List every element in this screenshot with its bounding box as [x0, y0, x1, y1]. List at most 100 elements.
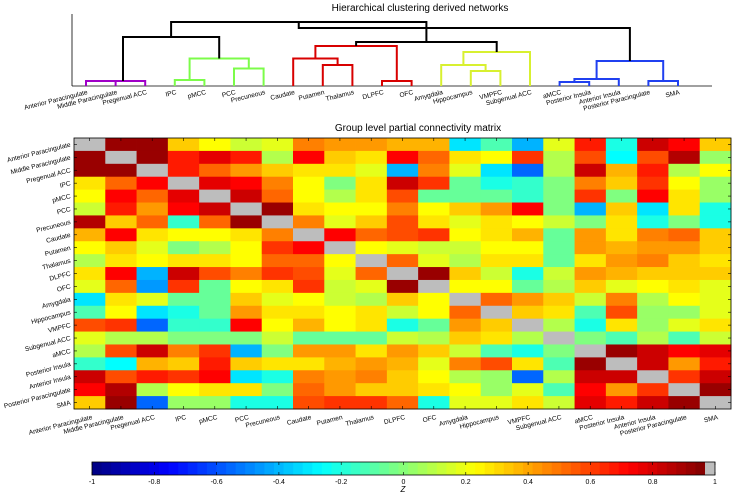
colorbar-segment	[111, 462, 122, 475]
matrix-cell-r18-c3	[136, 357, 169, 371]
matrix-cell-r12-c9	[324, 279, 356, 294]
colorbar-segment	[369, 462, 380, 475]
matrix-cell-r8-c15	[512, 228, 544, 242]
colorbar-label: Z	[400, 485, 407, 494]
matrix-cell-r17-c11	[386, 344, 419, 358]
matrix-cell-r18-c6	[230, 357, 263, 371]
colorbar-segment	[178, 462, 189, 475]
colorbar-tick-label: -0.6	[211, 479, 223, 486]
matrix-cell-r18-c5	[199, 357, 231, 371]
matrix-cell-r9-c19	[637, 241, 669, 255]
matrix-cell-r11-c11	[386, 267, 419, 281]
colorbar-segment	[657, 462, 668, 475]
matrix-cell-r9-c7	[261, 241, 294, 255]
matrix-cell-r6-c19	[637, 202, 669, 216]
matrix-cell-r12-c21	[699, 279, 732, 294]
matrix-cell-r11-c3	[136, 267, 169, 281]
matrix-cell-r11-c7	[261, 267, 294, 281]
matrix-cell-r6-c12	[418, 202, 450, 216]
matrix-cell-r2-c21	[699, 150, 732, 165]
colorbar-segment	[216, 462, 227, 475]
matrix-col-label-putamen: Putamen	[316, 414, 344, 427]
connectivity-matrix-panel: Group level partial connectivity matrix …	[3, 123, 732, 438]
matrix-cell-r21-c9	[324, 396, 356, 410]
matrix-cell-r1-c14	[480, 138, 513, 152]
matrix-cell-r17-c13	[449, 344, 482, 358]
matrix-cell-r7-c2	[105, 215, 137, 229]
colorbar-segment	[159, 462, 170, 475]
matrix-cell-r6-c10	[355, 202, 388, 216]
matrix-cell-r5-c19	[637, 189, 669, 203]
colorbar-segment	[628, 462, 639, 475]
dendrogram-link-10	[469, 70, 502, 86]
matrix-cell-r15-c5	[199, 318, 231, 332]
matrix-cell-r3-c4	[167, 163, 200, 178]
matrix-cell-r9-c3	[136, 241, 169, 255]
colorbar-segment	[513, 462, 524, 475]
matrix-cell-r19-c2	[105, 370, 137, 384]
matrix-cell-r2-c8	[293, 150, 325, 165]
matrix-cell-r9-c4	[167, 241, 200, 255]
matrix-cell-r18-c10	[355, 357, 388, 371]
matrix-cell-r13-c12	[418, 292, 450, 307]
matrix-cell-r10-c19	[637, 254, 669, 268]
matrix-cell-r11-c15	[512, 267, 544, 281]
matrix-cell-r2-c20	[668, 150, 701, 165]
matrix-cell-r16-c7	[261, 331, 294, 345]
matrix-cell-r13-c7	[261, 292, 294, 307]
matrix-cell-r21-c6	[230, 396, 263, 410]
matrix-cell-r19-c7	[261, 370, 294, 384]
matrix-cell-r19-c4	[167, 370, 200, 384]
matrix-cell-r1-c1	[74, 138, 106, 152]
dendrogram-link-13	[558, 81, 591, 86]
matrix-cell-r4-c4	[167, 176, 200, 191]
colorbar-segment	[609, 462, 620, 475]
matrix-cell-r14-c11	[386, 305, 419, 320]
colorbar-segment	[475, 462, 486, 475]
matrix-cell-r12-c16	[543, 279, 575, 294]
colorbar-segment	[647, 462, 658, 475]
matrix-cell-r3-c17	[574, 163, 607, 178]
matrix-cell-r7-c19	[637, 215, 669, 229]
matrix-cell-r9-c20	[668, 241, 701, 255]
matrix-cell-r4-c15	[512, 176, 544, 191]
matrix-cell-r17-c7	[261, 344, 294, 358]
matrix-cell-r21-c7	[261, 396, 294, 410]
matrix-cell-r4-c12	[418, 176, 450, 191]
dendrogram-link-9	[314, 45, 398, 81]
matrix-cell-r21-c11	[386, 396, 419, 410]
matrix-col-label-ipc: IPC	[175, 414, 188, 424]
matrix-col-label-sma: SMA	[703, 414, 719, 424]
matrix-cell-r11-c16	[543, 267, 575, 281]
matrix-cell-r19-c6	[230, 370, 263, 384]
matrix-cell-r15-c3	[136, 318, 169, 332]
colorbar-segment	[139, 462, 150, 475]
matrix-cell-r17-c18	[605, 344, 638, 358]
matrix-cell-r11-c18	[605, 267, 638, 281]
matrix-cell-r8-c20	[668, 228, 701, 242]
matrix-cell-r2-c5	[199, 150, 231, 165]
matrix-cell-r7-c20	[668, 215, 701, 229]
matrix-cell-r17-c12	[418, 344, 450, 358]
matrix-cell-r4-c10	[355, 176, 388, 191]
matrix-cell-r12-c12	[418, 279, 450, 294]
matrix-cell-r13-c11	[386, 292, 419, 307]
matrix-cell-r5-c21	[699, 189, 732, 203]
matrix-cell-r4-c17	[574, 176, 607, 191]
colorbar-segment	[484, 462, 495, 475]
matrix-title: Group level partial connectivity matrix	[335, 123, 501, 134]
matrix-cell-r10-c14	[480, 254, 513, 268]
colorbar-segment	[436, 462, 447, 475]
matrix-cell-r9-c12	[418, 241, 450, 255]
matrix-cell-r1-c18	[605, 138, 638, 152]
matrix-cell-r7-c7	[261, 215, 294, 229]
matrix-row-label-ofc: OFC	[56, 283, 71, 293]
matrix-cell-r10-c13	[449, 254, 482, 268]
matrix-cell-r21-c3	[136, 396, 169, 410]
matrix-cell-r16-c11	[386, 331, 419, 345]
matrix-cell-r11-c10	[355, 267, 388, 281]
matrix-cell-r14-c6	[230, 305, 263, 320]
colorbar-segment	[302, 462, 313, 475]
matrix-cell-r3-c20	[668, 163, 701, 178]
matrix-cell-r12-c13	[449, 279, 482, 294]
